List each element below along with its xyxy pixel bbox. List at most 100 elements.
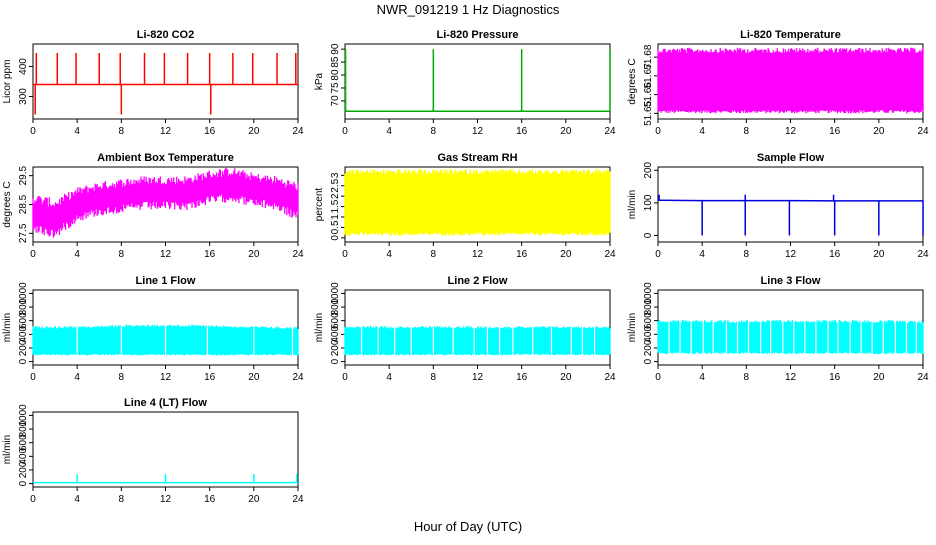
series-band <box>344 325 611 356</box>
x-tick-label: 24 <box>292 372 304 383</box>
x-tick-label: 8 <box>431 372 437 383</box>
y-tick-label: 1.5 <box>330 199 341 213</box>
y-tick-label: 90 <box>330 43 341 55</box>
x-tick-label: 20 <box>248 372 260 383</box>
y-tick-label: 600 <box>330 312 341 329</box>
x-tick-label: 16 <box>204 372 216 383</box>
chart-title: Li-820 CO2 <box>137 29 194 41</box>
x-tick-label: 16 <box>516 126 528 137</box>
y-tick-label: 800 <box>643 298 654 315</box>
chart-panel: Li-820 CO2 0 4 8 12 16 20 24 300 400 Licor ppm <box>2 29 304 137</box>
x-tick-label: 12 <box>785 126 797 137</box>
x-tick-label: 16 <box>204 249 216 260</box>
y-tick-label: 0 <box>330 358 341 364</box>
y-tick-label: 2.5 <box>330 178 341 192</box>
y-tick-label: 80 <box>330 69 341 81</box>
y-tick-label: 300 <box>18 88 29 105</box>
y-tick-label: 100 <box>643 194 654 211</box>
y-tick-label: 27.5 <box>18 223 29 243</box>
y-tick-label: 1000 <box>643 282 654 305</box>
x-tick-label: 24 <box>917 249 929 260</box>
x-tick-label: 20 <box>248 494 260 505</box>
x-tick-label: 0 <box>30 494 36 505</box>
chart-title: Li-820 Temperature <box>740 29 841 41</box>
chart-panel: Gas Stream RH0 4 8 12 16 20 2400.511.522.53per… <box>314 152 616 260</box>
y-axis-label: degrees C <box>627 58 638 104</box>
x-tick-label: 4 <box>699 249 705 260</box>
y-tick-label: 0 <box>643 358 654 364</box>
y-tick-label: 600 <box>643 312 654 329</box>
x-tick-label: 16 <box>204 494 216 505</box>
y-tick-label: 85 <box>330 56 341 68</box>
plot-frame <box>657 166 924 243</box>
chart-title: Gas Stream RH <box>437 152 517 164</box>
y-axis-label: Licor ppm <box>2 60 13 104</box>
y-tick-label: 0.5 <box>330 220 341 234</box>
y-tick-label: 0 <box>643 232 654 238</box>
x-tick-label: 8 <box>119 249 125 260</box>
x-tick-label: 20 <box>873 126 885 137</box>
x-tick-label: 0 <box>342 126 348 137</box>
y-axis-label: percent <box>314 188 325 222</box>
x-tick-label: 20 <box>248 126 260 137</box>
x-tick-label: 4 <box>386 126 392 137</box>
x-tick-label: 16 <box>829 126 841 137</box>
x-tick-label: 12 <box>472 372 484 383</box>
x-tick-label: 8 <box>119 494 125 505</box>
y-tick-label: 51.67 <box>643 63 654 88</box>
chart-title: Line 2 Flow <box>448 275 508 287</box>
plot-frame <box>32 43 299 120</box>
x-tick-label: 12 <box>160 126 172 137</box>
y-axis-label: kPa <box>314 72 325 90</box>
y-tick-label: 200 <box>330 339 341 356</box>
x-tick-label: 4 <box>74 372 80 383</box>
y-tick-label: 400 <box>643 326 654 343</box>
x-tick-label: 16 <box>829 249 841 260</box>
series-band <box>657 47 924 114</box>
y-tick-label: 0 <box>18 358 29 364</box>
x-tick-label: 4 <box>386 249 392 260</box>
x-tick-label: 12 <box>160 249 172 260</box>
x-tick-label: 16 <box>204 126 216 137</box>
x-tick-label: 20 <box>560 249 572 260</box>
y-tick-label: 1000 <box>18 404 29 427</box>
chart-panel: Sample Flow 0 4 8 12 16 20 24 0 100 200 ml/min <box>627 152 929 260</box>
x-tick-label: 0 <box>342 372 348 383</box>
x-tick-label: 12 <box>472 126 484 137</box>
y-tick-label: 70 <box>330 95 341 107</box>
x-tick-label: 8 <box>431 126 437 137</box>
x-tick-label: 0 <box>655 249 661 260</box>
x-tick-label: 8 <box>744 126 750 137</box>
y-tick-label: 200 <box>18 339 29 356</box>
x-tick-label: 12 <box>472 249 484 260</box>
y-tick-label: 600 <box>18 434 29 451</box>
y-tick-label: 600 <box>18 312 29 329</box>
x-tick-label: 12 <box>160 372 172 383</box>
y-tick-label: 400 <box>18 448 29 465</box>
x-tick-label: 20 <box>248 249 260 260</box>
x-tick-label: 8 <box>744 249 750 260</box>
x-tick-label: 16 <box>516 372 528 383</box>
y-tick-label: 2 <box>330 193 341 199</box>
y-tick-label: 400 <box>18 58 29 75</box>
x-tick-label: 0 <box>342 249 348 260</box>
y-tick-label: 1 <box>330 214 341 220</box>
chart-title: Ambient Box Temperature <box>97 152 234 164</box>
y-tick-label: 200 <box>18 461 29 478</box>
x-tick-label: 4 <box>74 494 80 505</box>
y-tick-label: 51.66 <box>643 82 654 107</box>
x-tick-label: 0 <box>655 372 661 383</box>
x-tick-label: 24 <box>604 372 616 383</box>
y-axis-label: ml/min <box>2 435 13 464</box>
x-tick-label: 0 <box>30 249 36 260</box>
y-tick-label: 75 <box>330 82 341 94</box>
y-tick-label: 400 <box>330 326 341 343</box>
y-tick-label: 400 <box>18 326 29 343</box>
x-tick-label: 4 <box>386 372 392 383</box>
y-axis-label: ml/min <box>314 313 325 342</box>
y-axis-label: ml/min <box>627 313 638 342</box>
x-tick-label: 4 <box>74 126 80 137</box>
